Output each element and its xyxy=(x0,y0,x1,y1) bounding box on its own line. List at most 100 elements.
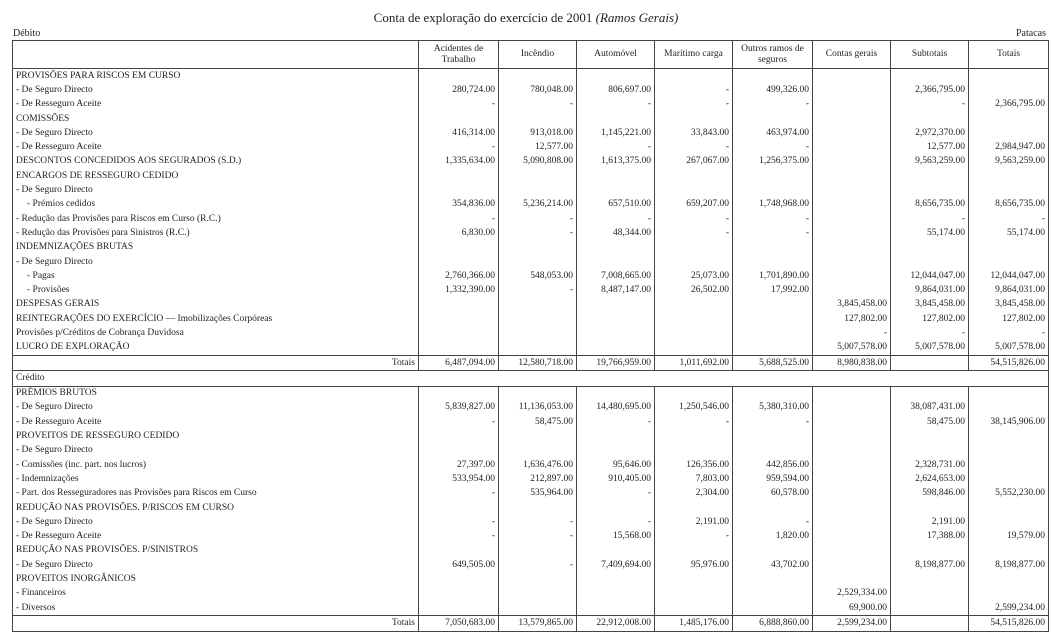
cell: 2,529,334.00 xyxy=(812,586,891,601)
row-label: - De Resseguro Aceite xyxy=(16,99,102,110)
cell: 1,250,546.00 xyxy=(654,400,733,416)
row-label: REDUÇÃO NAS PROVISÕES. P/SINISTROS xyxy=(16,545,199,556)
row-label: COMISSÕES xyxy=(16,113,70,124)
cell xyxy=(498,254,577,270)
cell xyxy=(812,486,891,501)
cell: - xyxy=(498,226,577,241)
table-row: - De Seguro Directo 5,839,827.00 11,136,05… xyxy=(13,400,1049,416)
cell xyxy=(654,543,733,559)
cell xyxy=(968,254,1049,270)
cell: 659,207.00 xyxy=(654,197,733,212)
cell: - xyxy=(654,140,733,155)
cell xyxy=(812,429,891,444)
table-row: - Indemnizações 533,954.00 212,897.00 910,4… xyxy=(13,472,1049,487)
cell xyxy=(812,140,891,155)
column-header: Automóvel xyxy=(576,40,655,69)
cell xyxy=(576,429,655,444)
cell: 69,900.00 xyxy=(812,600,891,616)
cell: 6,888,860.00 xyxy=(732,615,813,632)
cell: - xyxy=(732,97,813,112)
cell: 1,701,890.00 xyxy=(732,269,813,284)
row-label: - Diversos xyxy=(16,602,56,613)
cell: 5,236,214.00 xyxy=(498,197,577,212)
row-label: - De Resseguro Aceite xyxy=(16,416,102,427)
cell: 11,136,053.00 xyxy=(498,400,577,416)
cell: 1,820.00 xyxy=(732,529,813,544)
cell: 54,515,826.00 xyxy=(968,354,1049,371)
cell xyxy=(812,240,891,255)
cell: 127,802.00 xyxy=(890,312,969,327)
cell: 12,580,718.00 xyxy=(498,354,577,371)
cell: 13,579,865.00 xyxy=(498,615,577,632)
cell xyxy=(732,543,813,559)
cell: 535,964.00 xyxy=(498,486,577,501)
cell: 9,563,259.00 xyxy=(968,154,1049,170)
table-row: PRÉMIOS BRUTOS xyxy=(13,386,1049,401)
cell: 33,843.00 xyxy=(654,126,733,141)
cell: - xyxy=(498,529,577,544)
cell xyxy=(418,429,499,444)
cell xyxy=(812,415,891,430)
cell: 12,577.00 xyxy=(498,140,577,155)
table-row: - Redução das Provisões para Sinistros (… xyxy=(13,226,1049,241)
cell: 1,332,390.00 xyxy=(418,283,499,298)
cell xyxy=(576,254,655,270)
cell: 463,974.00 xyxy=(732,126,813,141)
cell: - xyxy=(654,211,733,227)
cell: 38,145,906.00 xyxy=(968,415,1049,430)
table-row: - Diversos 69,900.00 2,599,234.00 xyxy=(13,600,1049,616)
cell: - xyxy=(418,211,499,227)
cell xyxy=(732,586,813,601)
cell: 6,830.00 xyxy=(418,226,499,241)
cell xyxy=(968,500,1049,516)
cell: 959,594.00 xyxy=(732,472,813,487)
cell xyxy=(890,254,969,270)
cell xyxy=(890,543,969,559)
cell xyxy=(812,572,891,587)
table-row: - De Seguro Directo xyxy=(13,254,1049,270)
cell xyxy=(812,500,891,516)
table-row: ENCARGOS DE RESSEGURO CEDIDO xyxy=(13,169,1049,184)
row-label: - Part. dos Resseguradores nas Provisões… xyxy=(16,488,257,499)
table-row: LUCRO DE EXPLORAÇÃO 5,007,578.00 5,007,578… xyxy=(13,340,1049,356)
row-label: - Redução das Provisões para Sinistros (… xyxy=(16,227,190,238)
table-row: REINTEGRAÇÕES DO EXERCÍCIO — Imobilizaçõ… xyxy=(13,312,1049,327)
table-row: REDUÇÃO NAS PROVISÕES. P/RISCOS EM CURSO xyxy=(13,500,1049,516)
table-row: - De Resseguro Aceite -58,475.00- - -58,475… xyxy=(13,415,1049,430)
cell: 14,480,695.00 xyxy=(576,400,655,416)
title-italic: (Ramos Gerais) xyxy=(595,10,679,25)
cell xyxy=(418,169,499,184)
cell: 6,487,094.00 xyxy=(418,354,499,371)
cell: 1,485,176.00 xyxy=(654,615,733,632)
table-row: COMISSÕES xyxy=(13,111,1049,127)
row-label: PROVISÕES PARA RISCOS EM CURSO xyxy=(16,70,181,81)
cell xyxy=(732,111,813,127)
cell xyxy=(576,169,655,184)
cell xyxy=(418,386,499,401)
section-row: Crédito xyxy=(12,370,1049,387)
cell: - xyxy=(576,97,655,112)
cell xyxy=(890,443,969,459)
cell xyxy=(418,254,499,270)
cell xyxy=(418,183,499,198)
cell xyxy=(890,169,969,184)
cell xyxy=(654,326,733,341)
cell xyxy=(498,326,577,341)
cell: 8,656,735.00 xyxy=(968,197,1049,212)
row-label: - Indemnizações xyxy=(16,473,79,484)
row-label: PROVEITOS DE RESSEGURO CEDIDO xyxy=(16,431,180,442)
cell: 43,702.00 xyxy=(732,558,813,573)
cell xyxy=(968,429,1049,444)
table-row: PROVEITOS INORGÂNICOS xyxy=(13,572,1049,587)
cell: 8,656,735.00 xyxy=(890,197,969,212)
cell xyxy=(576,326,655,341)
cell xyxy=(654,429,733,444)
column-header: Acidentes de Trabalho xyxy=(418,40,499,69)
cell xyxy=(654,312,733,327)
cell xyxy=(654,443,733,459)
cell xyxy=(968,515,1049,530)
cell: 2,191.00 xyxy=(890,515,969,530)
table-row: - De Seguro Directo xyxy=(13,443,1049,459)
cell xyxy=(968,586,1049,601)
table-body: PROVISÕES PARA RISCOS EM CURSO - De Segur… xyxy=(12,68,1049,632)
